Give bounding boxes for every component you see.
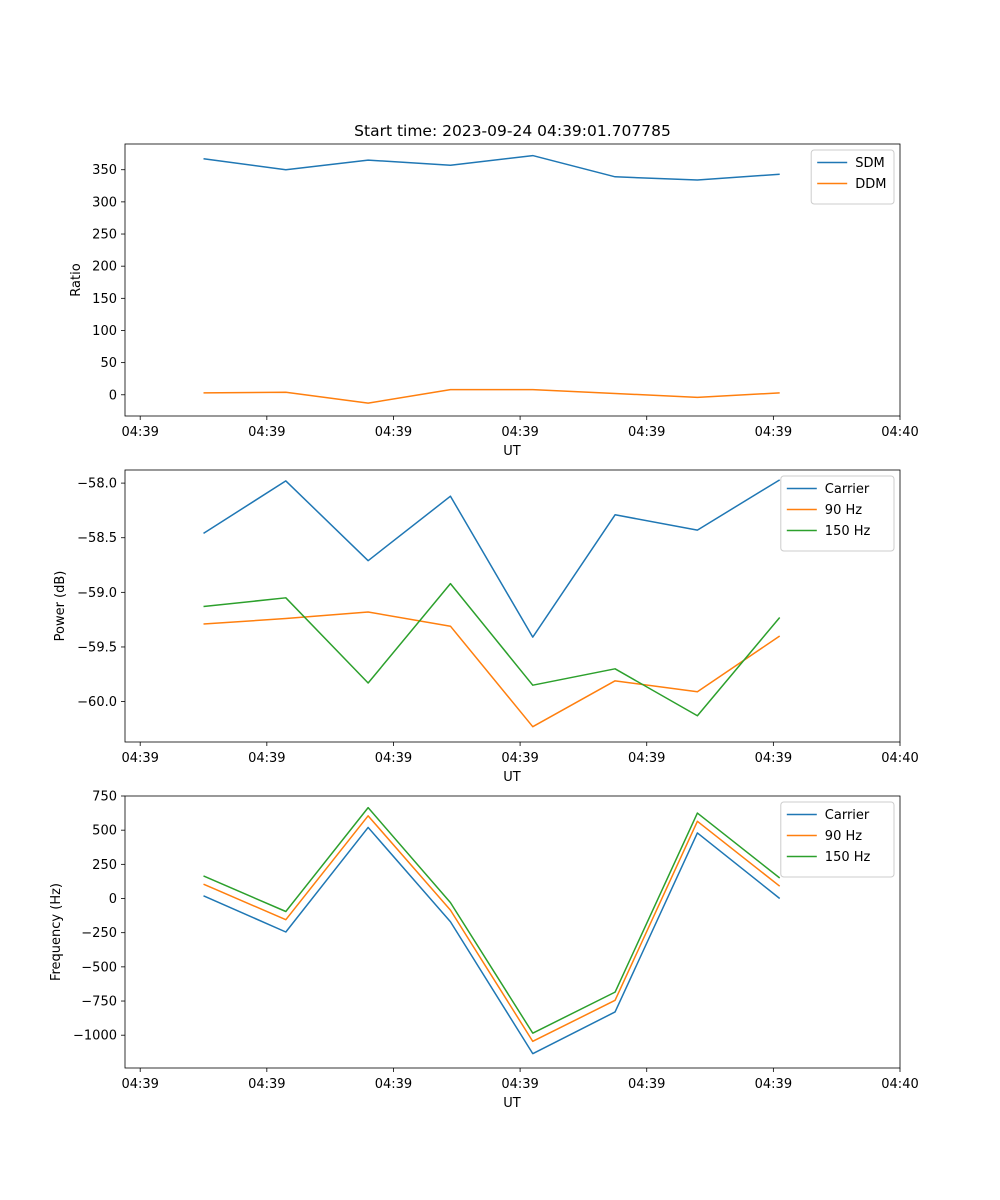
y-axis-label: Power (dB) [53,571,68,642]
x-axis-label: UT [503,770,521,785]
x-tick-label: 04:39 [755,425,792,440]
x-tick-label: 04:39 [628,1077,665,1092]
x-tick-label: 04:39 [121,751,158,766]
y-tick-label: 750 [92,790,117,805]
x-axis-label: UT [503,1096,521,1111]
y-tick-label: 500 [92,824,117,839]
x-tick-label: 04:39 [501,751,538,766]
series-line-carrier [203,826,781,1055]
legend-label: 150 Hz [825,524,871,539]
y-tick-label: 350 [92,163,117,178]
legend-box [780,475,895,552]
x-tick-label: 04:39 [501,425,538,440]
x-tick-label: 04:39 [755,1077,792,1092]
y-tick-label: −750 [81,995,117,1010]
x-axis-label: UT [503,444,521,459]
y-axis-label: Frequency (Hz) [49,883,64,981]
legend: SDM DDM [810,149,895,205]
legend-label: DDM [855,177,886,192]
legend-label: Carrier [825,482,870,497]
axes-frame [124,795,901,1069]
panel-2: 04:39 04:39 04:39 04:39 04:39 04:39 04:40 −60.0… [53,469,919,785]
x-tick-label: 04:39 [248,751,285,766]
chart-title: Start time: 2023-09-24 04:39:01.707785 [354,122,671,140]
y-tick-label: 100 [92,324,117,339]
x-tick-label: 04:39 [248,425,285,440]
y-tick-label: 200 [92,260,117,275]
y-tick-label: −1000 [73,1029,117,1044]
series-line-90-hz [203,815,781,1043]
legend: Carrier 90 Hz 150 Hz [780,801,895,878]
y-tick-label: 0 [109,892,117,907]
y-tick-label: −59.0 [77,586,117,601]
y-axis-label: Ratio [69,263,84,296]
series-line-150-hz [203,582,781,717]
panel-1: 04:39 04:39 04:39 04:39 04:39 04:39 04:40 0 50 10… [69,143,919,459]
legend-box [810,149,895,205]
legend-box [780,801,895,878]
x-tick-label: 04:40 [881,1077,918,1092]
panel-3: 04:39 04:39 04:39 04:39 04:39 04:39 04:40 −1000… [49,790,919,1112]
x-tick-label: 04:39 [121,425,158,440]
y-tick-label: 250 [92,228,117,243]
y-tick-label: 50 [100,356,117,371]
series-line-carrier [203,479,781,638]
panels: 04:39 04:39 04:39 04:39 04:39 04:39 04:40 0 50 10… [49,143,919,1112]
legend-label: SDM [855,156,884,171]
y-tick-label: −250 [81,926,117,941]
legend-label: Carrier [825,808,870,823]
y-tick-label: 250 [92,858,117,873]
y-tick-label: −58.5 [77,531,117,546]
legend-label: 90 Hz [825,503,862,518]
x-tick-label: 04:40 [881,751,918,766]
x-tick-label: 04:39 [755,751,792,766]
y-tick-label: 0 [109,388,117,403]
x-tick-label: 04:39 [375,425,412,440]
x-tick-label: 04:40 [881,425,918,440]
y-tick-label: 300 [92,195,117,210]
y-tick-label: −59.5 [77,640,117,655]
series-line-ddm [203,388,780,404]
legend-label: 90 Hz [825,829,862,844]
y-tick-label: −60.0 [77,695,117,710]
series-line-150-hz [203,806,781,1034]
x-tick-label: 04:39 [375,1077,412,1092]
x-tick-label: 04:39 [121,1077,158,1092]
y-tick-label: 150 [92,292,117,307]
x-tick-label: 04:39 [375,751,412,766]
y-tick-label: −58.0 [77,477,117,492]
series-line-90-hz [203,611,781,728]
y-tick-label: −500 [81,960,117,975]
x-tick-label: 04:39 [628,425,665,440]
legend-label: 150 Hz [825,850,871,865]
axes-frame [124,469,901,743]
x-tick-label: 04:39 [501,1077,538,1092]
x-tick-label: 04:39 [628,751,665,766]
x-tick-label: 04:39 [248,1077,285,1092]
legend: Carrier 90 Hz 150 Hz [780,475,895,552]
axes-frame [124,143,901,417]
series-line-sdm [203,154,780,181]
